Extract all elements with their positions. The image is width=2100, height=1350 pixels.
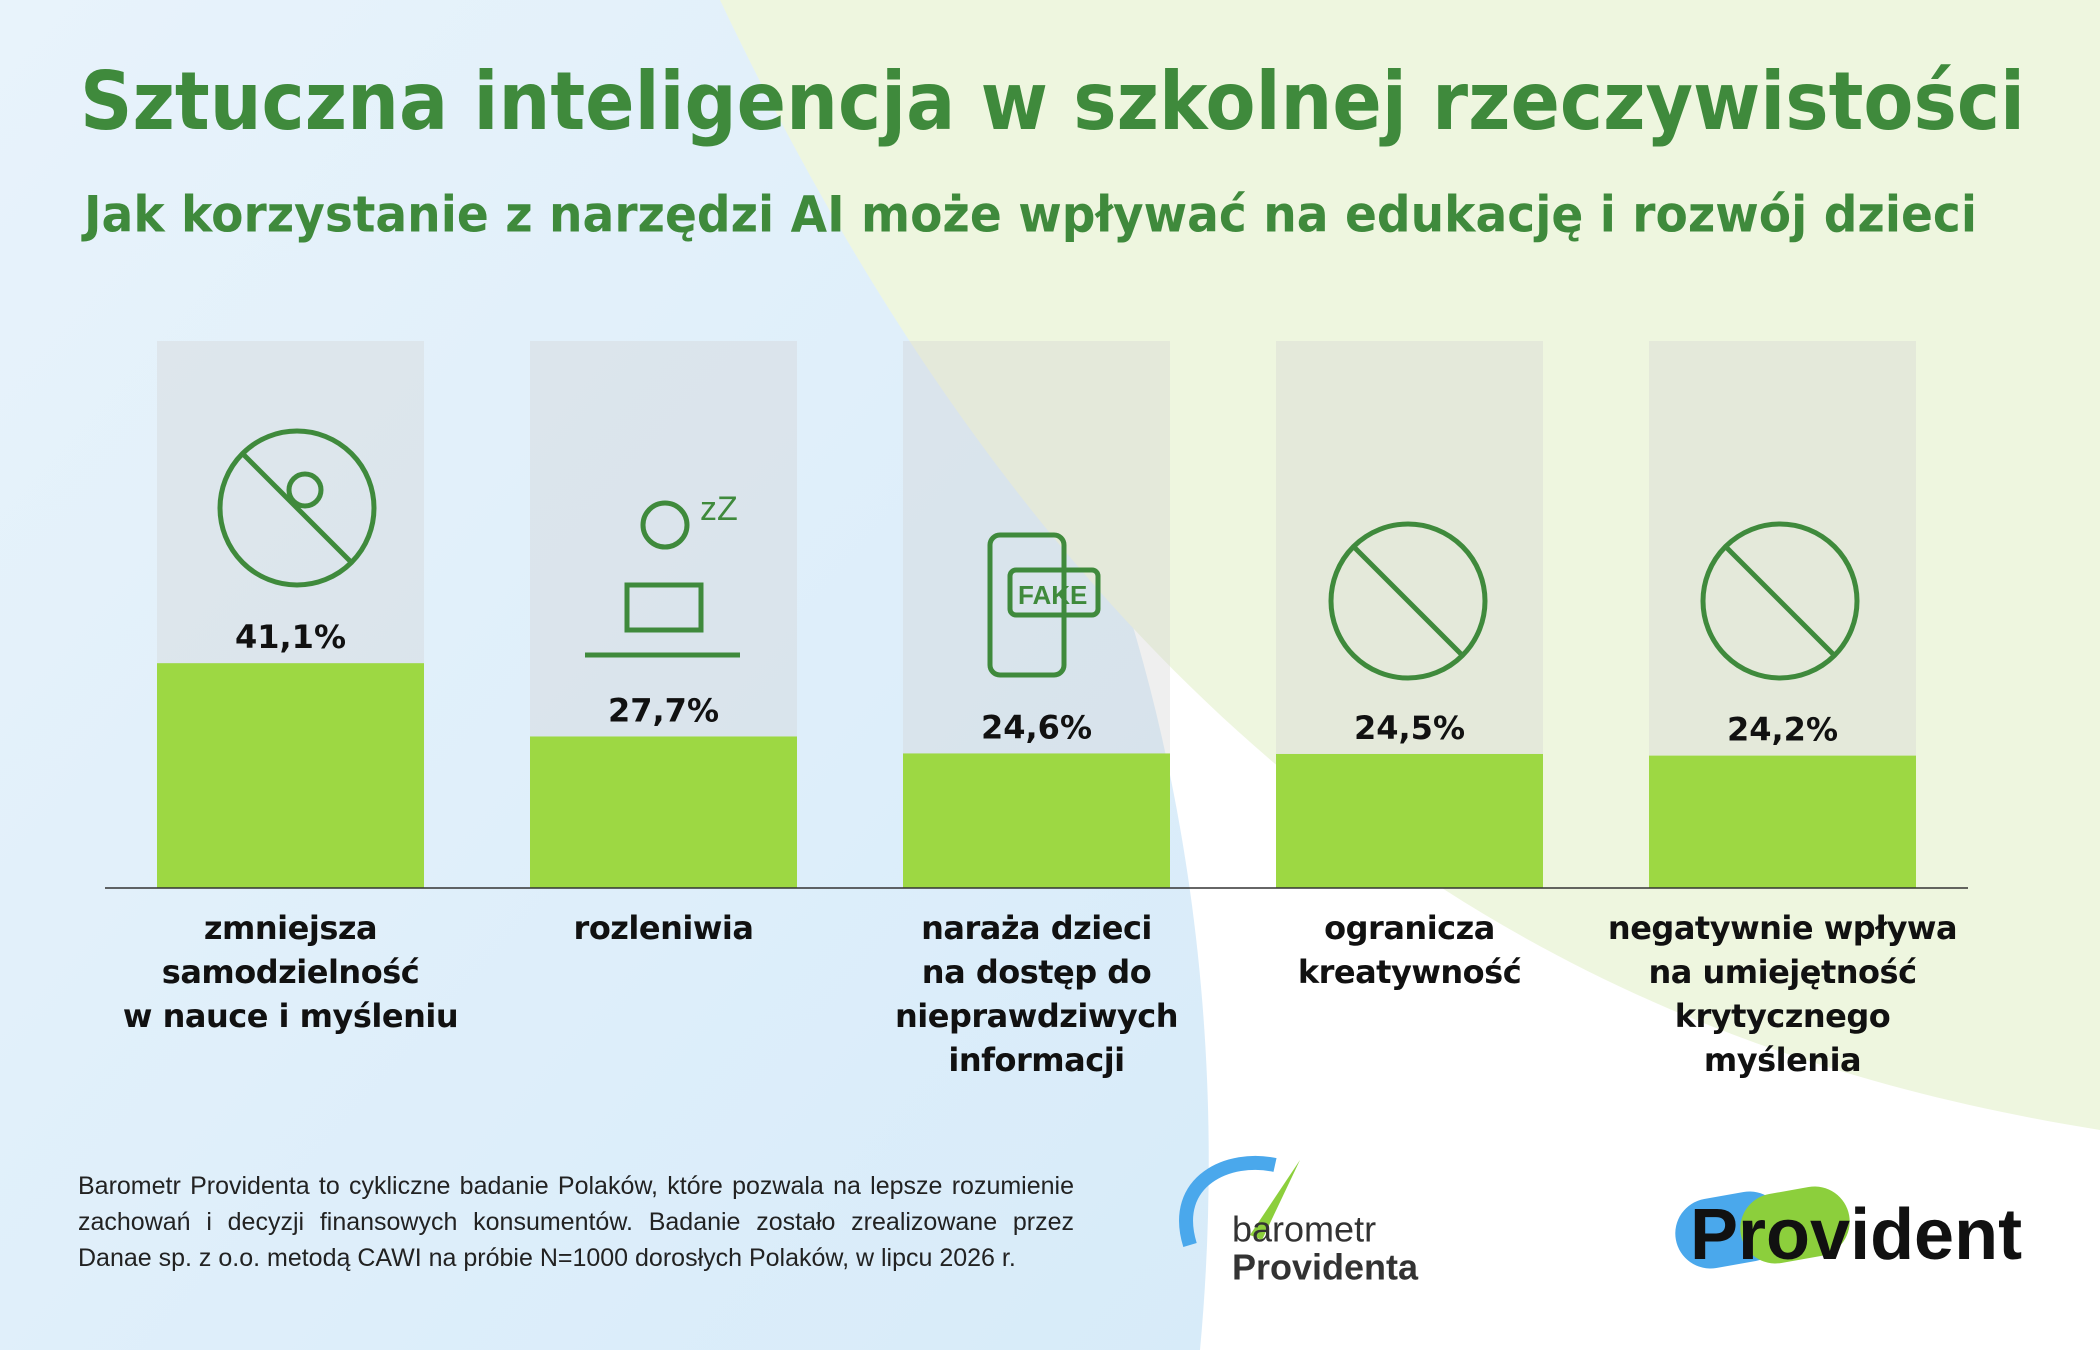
value-label: 24,2% [1727, 711, 1838, 749]
bar [157, 663, 424, 888]
x-tick-label: naraża dzieci na dostęp do nieprawdziwyc… [895, 909, 1178, 1079]
logo-text: Providenta [1232, 1247, 1419, 1288]
bar [1649, 755, 1916, 888]
logo-shape [1740, 1186, 1850, 1264]
footnote: Barometr Providenta to cykliczne badanie… [78, 1172, 1074, 1272]
value-label: 27,7% [608, 691, 719, 729]
value-label: 24,6% [981, 708, 1092, 746]
x-tick-label: zmniejsza samodzielność w nauce i myślen… [122, 909, 459, 1035]
chart-title: Sztuczna inteligencja w szkolnej rzeczyw… [80, 55, 2025, 148]
bg-blue [0, 0, 1209, 1350]
logo-text: barometr [1232, 1209, 1376, 1250]
logo-arc [1179, 1155, 1277, 1248]
x-tick-label: ogranicza kreatywność [1297, 909, 1522, 991]
value-label: 24,5% [1354, 709, 1465, 747]
icons: zZ FAKE [217, 428, 1860, 681]
x-tick-label: rozleniwia [573, 909, 754, 947]
logo-text: Provident [1690, 1195, 2022, 1275]
bar [1276, 753, 1543, 888]
chart-subtitle: Jak korzystanie z narzędzi AI może wpływ… [81, 186, 1977, 244]
bar [903, 753, 1170, 888]
logo-needle [1250, 1160, 1300, 1240]
x-tick-label: negatywnie wpływa na umiejętność krytycz… [1607, 909, 1958, 1079]
value-label: 41,1% [235, 618, 346, 656]
svg-text:zZ: zZ [700, 490, 738, 528]
bar [530, 736, 797, 888]
svg-text:FAKE: FAKE [1018, 580, 1087, 610]
